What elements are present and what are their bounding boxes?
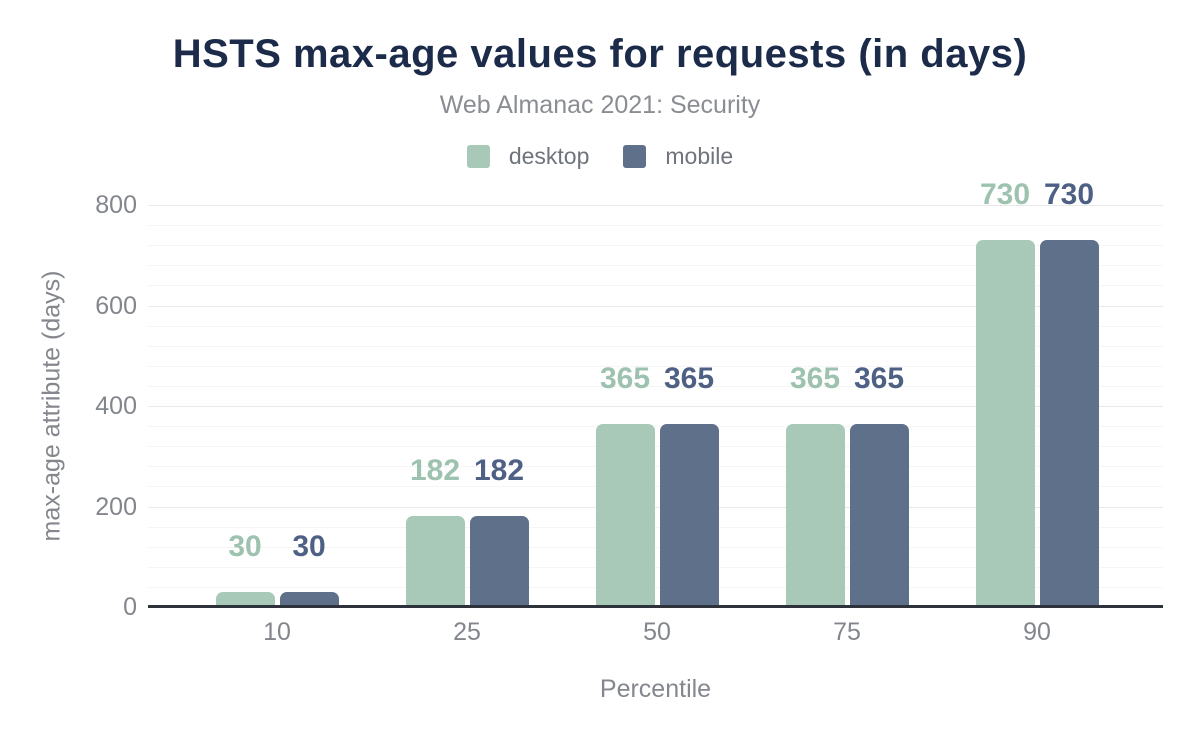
value-label-mobile: 182: [473, 453, 525, 487]
y-tick-label: 600: [95, 291, 137, 320]
major-gridline: [148, 406, 1163, 407]
bar-desktop: [785, 423, 845, 607]
value-label-desktop: 30: [228, 529, 262, 563]
minor-gridline: [148, 546, 1163, 548]
value-label-desktop: 365: [789, 361, 841, 395]
bar-mobile: [279, 591, 339, 607]
value-label-mobile: 365: [853, 361, 905, 395]
legend-item-mobile: mobile: [623, 143, 733, 170]
value-label-mobile: 730: [1043, 178, 1095, 212]
x-tick-label: 25: [453, 618, 481, 646]
y-tick-label: 200: [95, 492, 137, 521]
major-gridline: [148, 305, 1163, 307]
legend-label-desktop: desktop: [508, 143, 590, 169]
value-label-mobile: 30: [292, 529, 326, 563]
x-axis-line: [148, 605, 1163, 608]
bar-mobile: [469, 515, 529, 607]
x-tick-label: 75: [833, 618, 861, 646]
minor-gridline: [148, 385, 1163, 387]
bar-desktop: [595, 423, 655, 607]
chart-subtitle: Web Almanac 2021: Security: [439, 91, 761, 119]
minor-gridline: [148, 245, 1163, 247]
plot-area: 30 30 182 182 365 365 365 365 730 730: [148, 180, 1163, 608]
x-tick-label: 90: [1023, 618, 1051, 646]
bar-mobile: [659, 423, 719, 607]
x-tick-label: 50: [643, 618, 671, 646]
legend-swatch-mobile: [623, 145, 647, 168]
minor-gridline: [148, 365, 1163, 367]
bar-desktop: [215, 591, 275, 607]
minor-gridline: [148, 426, 1163, 428]
legend: desktop mobile: [0, 143, 1200, 170]
minor-gridline: [148, 225, 1163, 227]
minor-gridline: [148, 265, 1163, 267]
minor-gridline: [148, 526, 1163, 528]
minor-gridline: [148, 446, 1163, 448]
bar-desktop: [975, 240, 1035, 607]
bar-mobile: [849, 423, 909, 607]
value-label-desktop: 730: [979, 178, 1031, 212]
chart-title: HSTS max-age values for requests (in day…: [172, 32, 1028, 76]
bar-mobile: [1039, 240, 1099, 607]
y-tick-label: 400: [95, 392, 137, 420]
minor-gridline: [148, 345, 1163, 347]
minor-gridline: [148, 466, 1163, 468]
legend-swatch-desktop: [466, 145, 490, 168]
value-label-desktop: 365: [599, 361, 651, 395]
bar-desktop: [405, 515, 465, 607]
minor-gridline: [148, 325, 1163, 327]
y-tick-label: 0: [123, 593, 137, 621]
minor-gridline: [148, 586, 1163, 588]
legend-item-desktop: desktop: [466, 143, 590, 170]
minor-gridline: [148, 566, 1163, 568]
value-label-mobile: 365: [663, 361, 715, 395]
x-tick-label: 10: [263, 618, 291, 646]
minor-gridline: [148, 285, 1163, 287]
legend-label-mobile: mobile: [665, 143, 734, 169]
major-gridline: [148, 205, 1163, 206]
x-axis-title: Percentile: [599, 675, 712, 703]
minor-gridline: [148, 486, 1163, 488]
major-gridline: [148, 506, 1163, 508]
y-tick-label: 800: [95, 191, 137, 219]
value-label-desktop: 182: [409, 453, 461, 487]
